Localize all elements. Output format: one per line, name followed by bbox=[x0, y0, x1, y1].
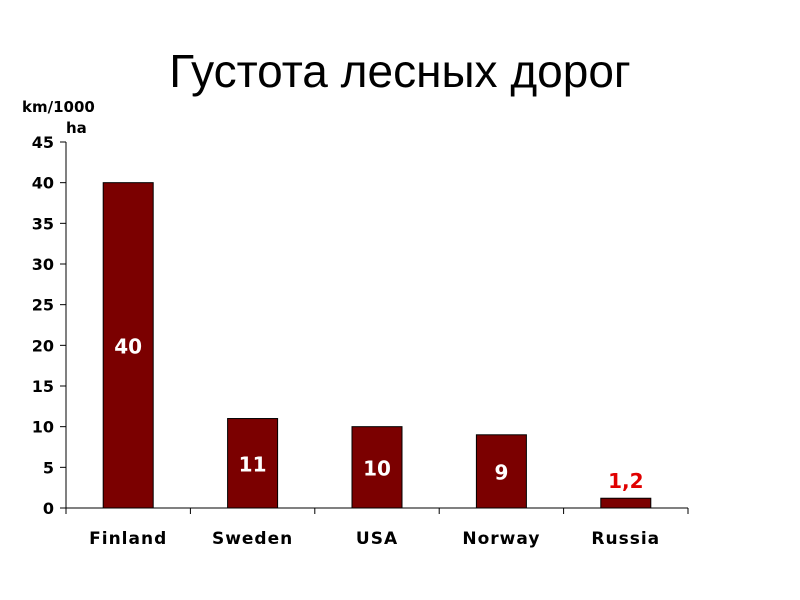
bar-finland bbox=[102, 182, 154, 509]
y-tick-label: 0 bbox=[43, 499, 54, 518]
x-category-label: Sweden bbox=[212, 529, 293, 549]
y-tick-label: 40 bbox=[32, 174, 54, 193]
y-tick-label: 45 bbox=[32, 133, 54, 152]
y-tick-label: 5 bbox=[43, 458, 54, 477]
x-category-label: Norway bbox=[462, 529, 540, 549]
x-category-label: Russia bbox=[591, 529, 660, 549]
y-axis-unit-label: km/1000 ha bbox=[22, 97, 95, 139]
y-tick-label: 15 bbox=[32, 377, 54, 396]
y-tick-label: 30 bbox=[32, 255, 54, 274]
bar-russia bbox=[600, 497, 652, 509]
y-axis-unit-line-2: ha bbox=[66, 119, 87, 137]
data-label: 11 bbox=[239, 452, 267, 476]
data-label: 1,2 bbox=[608, 469, 643, 493]
data-label: 40 bbox=[114, 334, 142, 358]
y-tick-label: 20 bbox=[32, 336, 54, 355]
data-label: 9 bbox=[494, 460, 508, 484]
y-axis-unit-line-1: km/1000 bbox=[22, 98, 95, 116]
data-label: 10 bbox=[363, 456, 391, 480]
y-tick-label: 35 bbox=[32, 214, 54, 233]
bar-norway bbox=[475, 434, 527, 509]
bar-usa bbox=[351, 426, 403, 509]
y-tick-label: 25 bbox=[32, 296, 54, 315]
y-tick-label: 10 bbox=[32, 418, 54, 437]
bar-sweden bbox=[227, 418, 279, 509]
chart-title: Густота лесных дорог bbox=[169, 45, 631, 97]
x-category-label: USA bbox=[356, 529, 398, 549]
x-category-label: Finland bbox=[89, 529, 167, 549]
